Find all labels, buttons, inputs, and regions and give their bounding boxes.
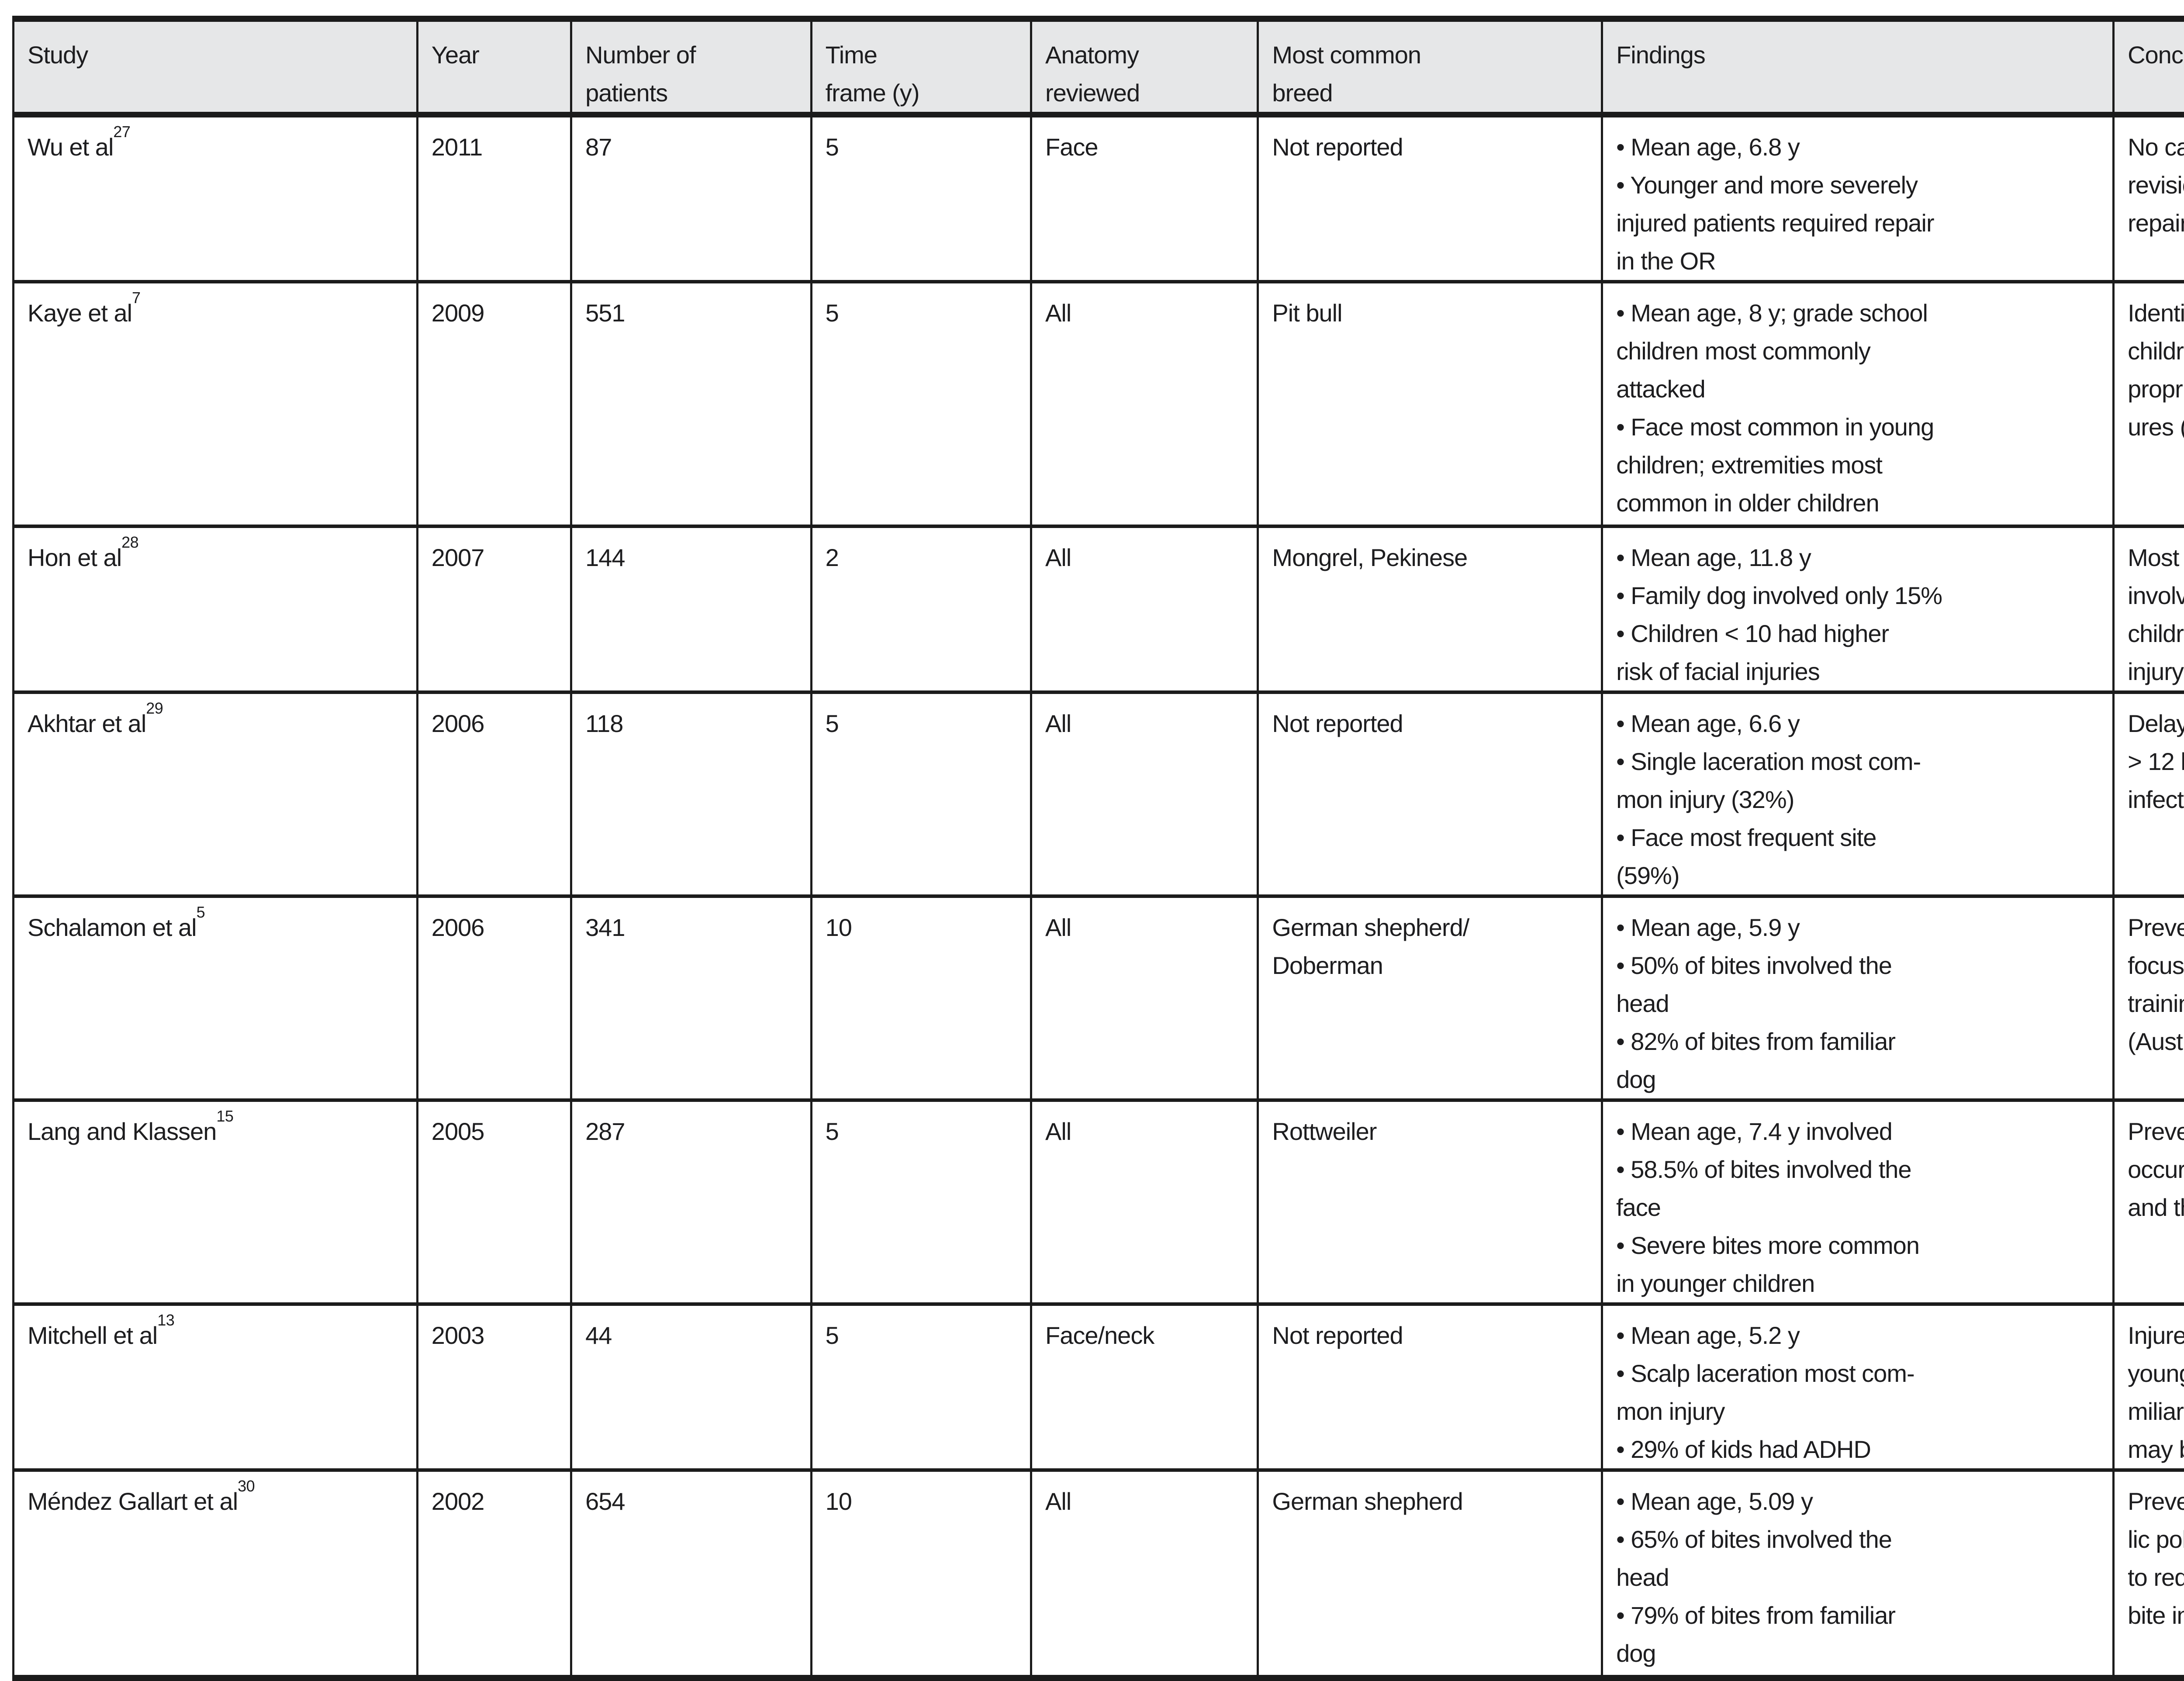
patients-cell: 118 (571, 692, 811, 896)
patients-cell: 44 (571, 1304, 811, 1470)
breed-cell: Rottweiler (1258, 1100, 1602, 1304)
study-cell: Méndez Gallart et al30 (14, 1470, 418, 1678)
table-row: Mitchell et al13 2003 44 5 Face/neck Not… (14, 1304, 2184, 1470)
study-name: Akhtar et al (28, 710, 146, 737)
citation-superscript: 5 (197, 903, 205, 921)
study-cell: Wu et al27 (14, 115, 418, 282)
year-cell: 2006 (417, 896, 571, 1100)
col-header-anatomy: Anatomy reviewed (1031, 19, 1258, 115)
citation-superscript: 28 (121, 533, 138, 551)
conclusion-cell: Most dog bites are mild and involve the … (2114, 526, 2184, 692)
study-cell: Hon et al28 (14, 526, 418, 692)
time-frame-cell: 5 (811, 115, 1031, 282)
conclusion-cell: Prevention strategies should focus on pu… (2114, 896, 2184, 1100)
table-row: Méndez Gallart et al30 2002 654 10 All G… (14, 1470, 2184, 1678)
citation-superscript: 30 (238, 1477, 255, 1495)
breed-cell: Not reported (1258, 692, 1602, 896)
citation-superscript: 27 (113, 123, 130, 141)
col-header-conclusion: Conclusion (2114, 19, 2184, 115)
findings-cell: • Mean age, 6.8 y • Younger and more sev… (1602, 115, 2114, 282)
anatomy-cell: All (1031, 526, 1258, 692)
conclusion-cell: Identifying patterns of injury in childr… (2114, 282, 2184, 526)
patients-cell: 287 (571, 1100, 811, 1304)
patients-cell: 654 (571, 1470, 811, 1678)
study-name: Schalamon et al (28, 914, 197, 941)
year-cell: 2006 (417, 692, 571, 896)
findings-cell: • Mean age, 7.4 y involved • 58.5% of bi… (1602, 1100, 2114, 1304)
dog-bite-studies-table: Study Year Number of patients Time frame… (12, 16, 2184, 1681)
table-row: Akhtar et al29 2006 118 5 All Not report… (14, 692, 2184, 896)
year-cell: 2005 (417, 1100, 571, 1304)
table-row: Lang and Klassen15 2005 287 5 All Rottwe… (14, 1100, 2184, 1304)
time-frame-cell: 10 (811, 896, 1031, 1100)
breed-cell: German shepherd/ Doberman (1258, 896, 1602, 1100)
patients-cell: 341 (571, 896, 811, 1100)
breed-cell: Not reported (1258, 115, 1602, 282)
citation-superscript: 15 (216, 1107, 233, 1125)
study-name: Kaye et al (28, 299, 132, 327)
anatomy-cell: All (1031, 1470, 1258, 1678)
time-frame-cell: 5 (811, 1304, 1031, 1470)
study-cell: Kaye et al7 (14, 282, 418, 526)
study-cell: Schalamon et al5 (14, 896, 418, 1100)
time-frame-cell: 10 (811, 1470, 1031, 1678)
table-row: Hon et al28 2007 144 2 All Mongrel, Peki… (14, 526, 2184, 692)
time-frame-cell: 5 (811, 692, 1031, 896)
study-cell: Mitchell et al13 (14, 1304, 418, 1470)
header-row: Study Year Number of patients Time frame… (14, 19, 2184, 115)
study-name: Hon et al (28, 544, 121, 571)
patients-cell: 551 (571, 282, 811, 526)
anatomy-cell: Face (1031, 115, 1258, 282)
study-name: Méndez Gallart et al (28, 1488, 238, 1515)
conclusion-cell: Delaying surgical intervention > 12 h do… (2114, 692, 2184, 896)
anatomy-cell: All (1031, 282, 1258, 526)
study-name: Wu et al (28, 133, 113, 161)
patients-cell: 87 (571, 115, 811, 282)
col-header-findings: Findings (1602, 19, 2114, 115)
patients-cell: 144 (571, 526, 811, 692)
findings-cell: • Mean age, 5.9 y • 50% of bites involve… (1602, 896, 2114, 1100)
col-header-year: Year (417, 19, 571, 115)
citation-superscript: 7 (132, 289, 141, 307)
studies-table-container: Study Year Number of patients Time frame… (12, 16, 2184, 1681)
anatomy-cell: All (1031, 896, 1258, 1100)
table-row: Schalamon et al5 2006 341 10 All German … (14, 896, 2184, 1100)
citation-superscript: 29 (146, 699, 163, 717)
col-header-breed: Most common breed (1258, 19, 1602, 115)
breed-cell: Mongrel, Pekinese (1258, 526, 1602, 692)
col-header-patients: Number of patients (571, 19, 811, 115)
year-cell: 2002 (417, 1470, 571, 1678)
time-frame-cell: 5 (811, 282, 1031, 526)
breed-cell: Not reported (1258, 1304, 1602, 1470)
year-cell: 2009 (417, 282, 571, 526)
study-name: Lang and Klassen (28, 1118, 216, 1145)
col-header-time-frame: Time frame (y) (811, 19, 1031, 115)
conclusion-cell: Preventive guidance should occur in both… (2114, 1100, 2184, 1304)
citation-superscript: 13 (157, 1311, 174, 1329)
time-frame-cell: 5 (811, 1100, 1031, 1304)
breed-cell: German shepherd (1258, 1470, 1602, 1678)
conclusion-cell: Preventive measures and pub- lic policy … (2114, 1470, 2184, 1678)
findings-cell: • Mean age, 8 y; grade school children m… (1602, 282, 2114, 526)
anatomy-cell: All (1031, 1100, 1258, 1304)
time-frame-cell: 2 (811, 526, 1031, 692)
anatomy-cell: Face/neck (1031, 1304, 1258, 1470)
year-cell: 2007 (417, 526, 571, 692)
anatomy-cell: All (1031, 692, 1258, 896)
conclusion-cell: No cases of infection or scar revision w… (2114, 115, 2184, 282)
findings-cell: • Mean age, 5.09 y • 65% of bites involv… (1602, 1470, 2114, 1678)
table-row: Wu et al27 2011 87 5 Face Not reported •… (14, 115, 2184, 282)
conclusion-cell: Injured child is typically a young boy a… (2114, 1304, 2184, 1470)
col-header-study: Study (14, 19, 418, 115)
findings-cell: • Mean age, 6.6 y • Single laceration mo… (1602, 692, 2114, 896)
table-row: Kaye et al7 2009 551 5 All Pit bull • Me… (14, 282, 2184, 526)
year-cell: 2003 (417, 1304, 571, 1470)
findings-cell: • Mean age, 5.2 y • Scalp laceration mos… (1602, 1304, 2114, 1470)
year-cell: 2011 (417, 115, 571, 282)
study-cell: Lang and Klassen15 (14, 1100, 418, 1304)
study-cell: Akhtar et al29 (14, 692, 418, 896)
study-name: Mitchell et al (28, 1322, 157, 1349)
findings-cell: • Mean age, 11.8 y • Family dog involved… (1602, 526, 2114, 692)
breed-cell: Pit bull (1258, 282, 1602, 526)
